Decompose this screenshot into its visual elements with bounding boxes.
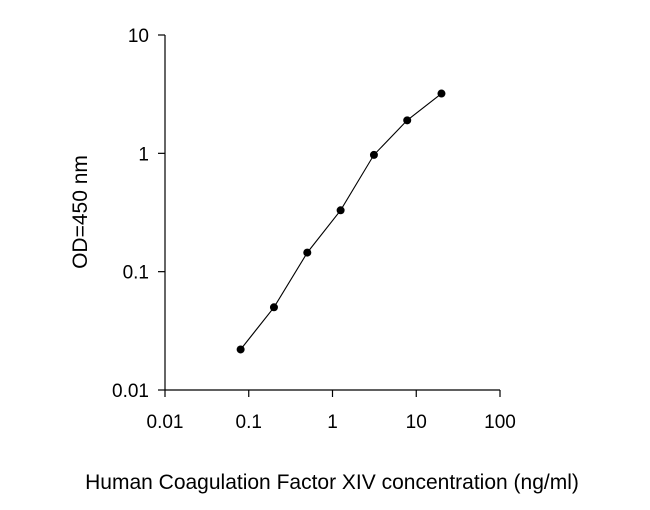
y-tick-label: 0.1 [123,263,149,284]
y-axis-title: OD=450 nm [69,155,92,269]
data-point [269,303,278,312]
data-point [236,345,245,354]
y-tick-label: 1 [138,144,149,165]
x-tick-label: 100 [484,412,516,433]
x-tick-label: 0.01 [147,412,184,433]
x-tick-label: 0.1 [236,412,262,433]
series-line [240,93,442,350]
data-point [437,89,446,98]
data-point [403,116,412,125]
data-point [369,150,378,159]
plot-content [236,89,446,354]
y-tick-label: 10 [128,26,149,47]
axes [158,34,501,397]
tick-labels: 0.01 0.1 1 10 100 0.01 0.1 1 10 [112,26,516,433]
x-axis-title: Human Coagulation Factor XIV concentrati… [85,471,579,494]
x-tick-label: 1 [327,412,338,433]
data-point [303,248,312,257]
y-tick-label: 0.01 [112,381,149,402]
x-tick-label: 10 [406,412,427,433]
data-point [336,206,345,215]
